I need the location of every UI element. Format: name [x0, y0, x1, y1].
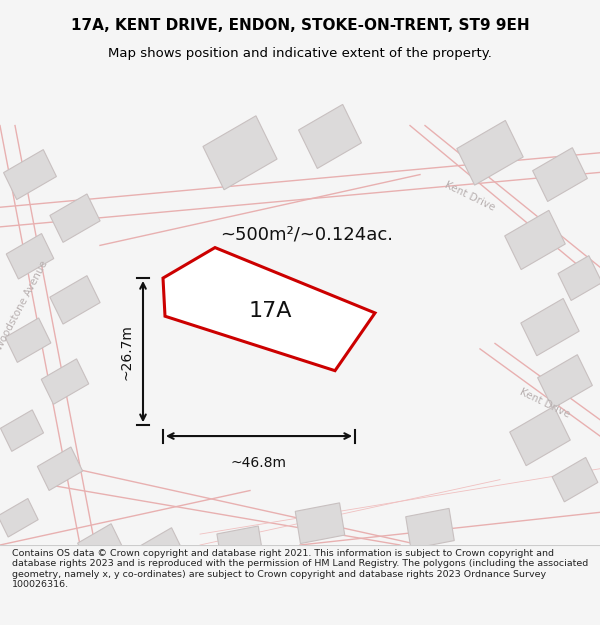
Polygon shape — [77, 524, 122, 566]
Polygon shape — [0, 499, 38, 537]
Polygon shape — [50, 194, 100, 242]
Polygon shape — [457, 121, 523, 185]
Polygon shape — [505, 211, 565, 269]
Polygon shape — [533, 148, 587, 201]
Text: ~26.7m: ~26.7m — [119, 324, 133, 379]
Polygon shape — [50, 276, 100, 324]
Polygon shape — [538, 354, 592, 409]
Polygon shape — [37, 447, 83, 491]
Polygon shape — [203, 116, 277, 190]
Text: Map shows position and indicative extent of the property.: Map shows position and indicative extent… — [108, 48, 492, 60]
Polygon shape — [217, 526, 263, 564]
Polygon shape — [295, 503, 345, 544]
Polygon shape — [4, 149, 56, 199]
Polygon shape — [406, 508, 454, 549]
Text: Kent Drive: Kent Drive — [443, 180, 497, 213]
Text: ~500m²/~0.124ac.: ~500m²/~0.124ac. — [220, 226, 393, 244]
Polygon shape — [5, 318, 51, 362]
Polygon shape — [41, 359, 89, 404]
Polygon shape — [6, 234, 54, 279]
Polygon shape — [521, 299, 579, 356]
Text: Woodstone Avenue: Woodstone Avenue — [0, 259, 50, 352]
Text: Kent Drive: Kent Drive — [518, 387, 572, 420]
Text: 17A, KENT DRIVE, ENDON, STOKE-ON-TRENT, ST9 9EH: 17A, KENT DRIVE, ENDON, STOKE-ON-TRENT, … — [71, 18, 529, 33]
Polygon shape — [163, 248, 375, 371]
Polygon shape — [299, 104, 361, 169]
Polygon shape — [558, 256, 600, 301]
Polygon shape — [552, 458, 598, 502]
Text: ~46.8m: ~46.8m — [231, 456, 287, 469]
Text: Contains OS data © Crown copyright and database right 2021. This information is : Contains OS data © Crown copyright and d… — [12, 549, 588, 589]
Polygon shape — [510, 406, 570, 466]
Polygon shape — [136, 528, 184, 573]
Polygon shape — [1, 410, 44, 451]
Text: 17A: 17A — [249, 301, 292, 321]
